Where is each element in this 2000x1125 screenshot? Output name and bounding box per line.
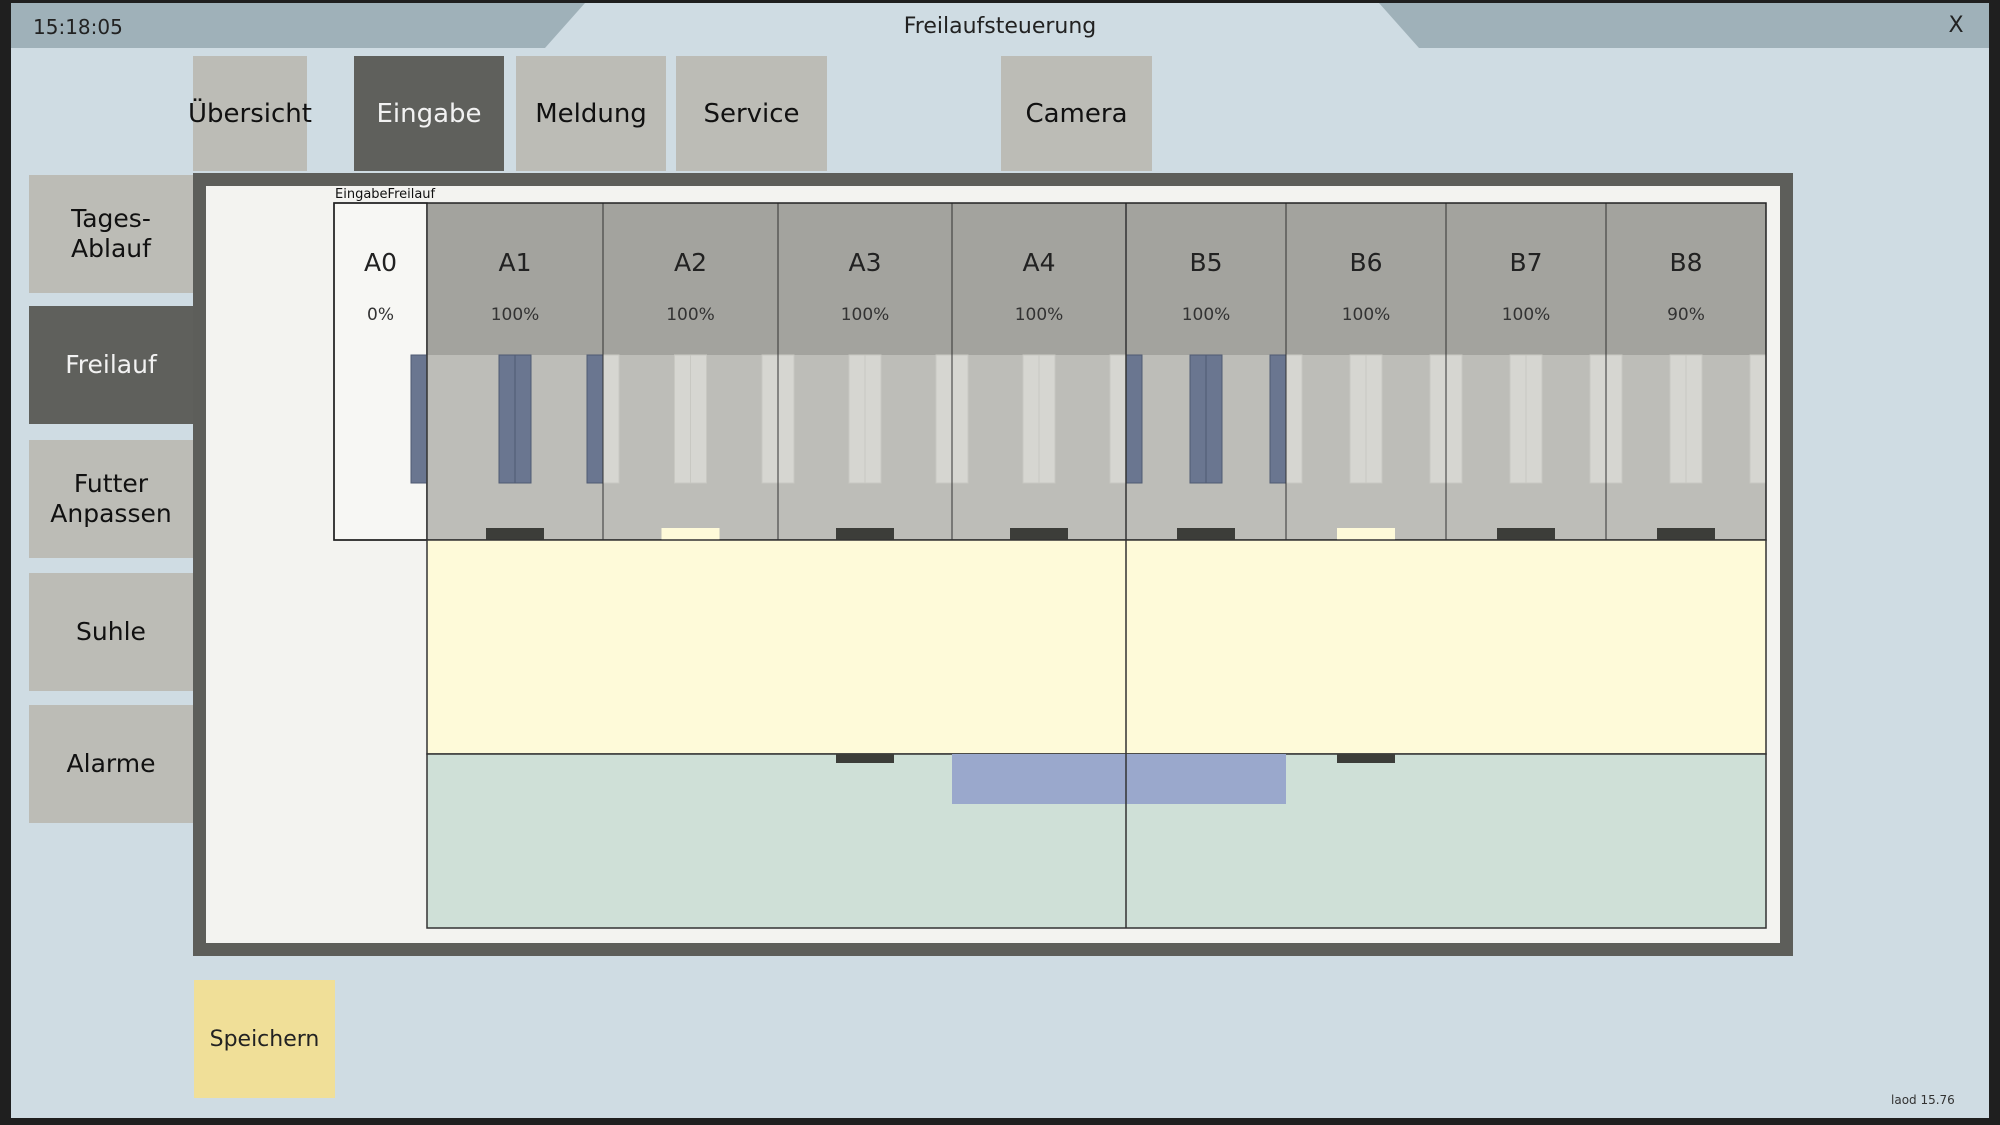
pen-b6-header[interactable] <box>1286 203 1446 355</box>
sidebar-item-freilauf[interactable]: Freilauf <box>29 306 193 424</box>
gate-b6-right[interactable] <box>1429 354 1447 484</box>
pen-a3-percent: 100% <box>840 305 890 325</box>
gate-b5-right[interactable] <box>1269 354 1287 484</box>
passage[interactable] <box>952 754 1286 804</box>
pen-b7-header[interactable] <box>1446 203 1606 355</box>
sidebar-item-tagesablauf[interactable]: Tages- Ablauf <box>29 175 193 293</box>
gate-b5-left[interactable] <box>1125 354 1143 484</box>
save-button[interactable]: Speichern <box>194 980 335 1098</box>
gate-b6-center-a[interactable] <box>1349 354 1367 484</box>
clock: 15:18:05 <box>33 15 123 39</box>
gate-a1-center-a[interactable] <box>498 354 516 484</box>
gate-a2-center-a[interactable] <box>674 354 691 484</box>
pen-door-marker[interactable] <box>1337 528 1395 540</box>
pen-b5-percent: 100% <box>1181 305 1231 325</box>
outdoor-yard[interactable] <box>426 539 1767 755</box>
version-label: laod 15.76 <box>1891 1093 1955 1107</box>
gate-a2-right[interactable] <box>761 354 779 484</box>
pen-a3-header[interactable] <box>778 203 952 355</box>
gate-a2-center-b[interactable] <box>690 354 707 484</box>
gate-b7-center-b[interactable] <box>1525 354 1543 484</box>
tab-camera[interactable]: Camera <box>1001 56 1152 171</box>
gate-b8-center-a[interactable] <box>1669 354 1687 484</box>
gate-a2-left[interactable] <box>602 354 620 484</box>
sidebar-item-futter-anpassen[interactable]: Futter Anpassen <box>29 440 193 558</box>
gate-a3-right[interactable] <box>935 354 953 484</box>
title-bar-shape <box>11 3 1989 48</box>
pen-a4-percent: 100% <box>1014 305 1064 325</box>
gate-b7-left[interactable] <box>1445 354 1463 484</box>
app-title: Freilaufsteuerung <box>903 14 1097 39</box>
pen-door-marker[interactable] <box>1177 528 1235 540</box>
pen-door-marker[interactable] <box>1497 528 1555 540</box>
gate-b5-center-a[interactable] <box>1189 354 1207 484</box>
tab-service[interactable]: Service <box>676 56 827 171</box>
tab-eingabe[interactable]: Eingabe <box>354 56 504 171</box>
pen-b5-header[interactable] <box>1126 203 1286 355</box>
gate-a4-right[interactable] <box>1109 354 1127 484</box>
gate-b8-center-b[interactable] <box>1685 354 1703 484</box>
pen-a0-name: A0 <box>363 248 397 277</box>
pen-a1-percent: 100% <box>490 305 540 325</box>
panel-label: EingabeFreilauf <box>335 187 436 202</box>
pen-a2-name: A2 <box>673 248 707 277</box>
pen-door-marker[interactable] <box>661 528 720 540</box>
gate-a4-center-a[interactable] <box>1022 354 1040 484</box>
pen-a4-name: A4 <box>1022 248 1056 277</box>
gate-a1-right[interactable] <box>586 354 604 484</box>
gate-a4-left[interactable] <box>951 354 969 484</box>
gate-a4-center-b[interactable] <box>1038 354 1056 484</box>
hmi-screen: 15:18:05 Freilaufsteuerung X Übersicht E… <box>11 3 1989 1118</box>
pen-b6-percent: 100% <box>1341 305 1391 325</box>
title-bar: 15:18:05 Freilaufsteuerung X <box>11 3 1989 48</box>
gate-b6-left[interactable] <box>1285 354 1303 484</box>
field-door-marker[interactable] <box>1337 754 1395 763</box>
pen-a2-header[interactable] <box>603 203 778 355</box>
pen-b7-percent: 100% <box>1501 305 1551 325</box>
gate-a3-left[interactable] <box>777 354 795 484</box>
pen-door-marker[interactable] <box>836 528 894 540</box>
pen-b6-name: B6 <box>1349 248 1383 277</box>
gate-b8-left[interactable] <box>1605 354 1623 484</box>
pen-b8-name: B8 <box>1669 248 1703 277</box>
pen-b5-name: B5 <box>1189 248 1223 277</box>
tab-uebersicht[interactable]: Übersicht <box>188 56 312 171</box>
pen-door-marker[interactable] <box>486 528 544 540</box>
gate-a3-center-b[interactable] <box>864 354 882 484</box>
pen-a0-percent: 0% <box>367 305 394 325</box>
pen-a1-name: A1 <box>498 248 532 277</box>
gate-b8-right[interactable] <box>1749 354 1767 484</box>
pen-door-marker[interactable] <box>1657 528 1715 540</box>
gate-b7-center-a[interactable] <box>1509 354 1527 484</box>
gate-a1-outer-left[interactable] <box>410 354 428 484</box>
sidebar-item-suhle[interactable]: Suhle <box>29 573 193 691</box>
pen-a2-percent: 100% <box>666 305 715 325</box>
field-door-marker[interactable] <box>836 754 894 763</box>
pen-b8-header[interactable] <box>1606 203 1766 355</box>
pen-layout <box>333 202 1767 929</box>
pen-a4-header[interactable] <box>952 203 1126 355</box>
gate-b7-right[interactable] <box>1589 354 1607 484</box>
tab-meldung[interactable]: Meldung <box>516 56 666 171</box>
pen-b8-percent: 90% <box>1667 305 1705 325</box>
pen-a1-header[interactable] <box>427 203 603 355</box>
close-button[interactable]: X <box>1948 13 1964 38</box>
gate-b5-center-b[interactable] <box>1205 354 1223 484</box>
gate-a1-center-b[interactable] <box>514 354 532 484</box>
pen-a3-name: A3 <box>848 248 882 277</box>
pen-door-marker[interactable] <box>1010 528 1068 540</box>
pen-b7-name: B7 <box>1509 248 1543 277</box>
sidebar-item-alarme[interactable]: Alarme <box>29 705 193 823</box>
gate-b6-center-b[interactable] <box>1365 354 1383 484</box>
gate-a3-center-a[interactable] <box>848 354 866 484</box>
